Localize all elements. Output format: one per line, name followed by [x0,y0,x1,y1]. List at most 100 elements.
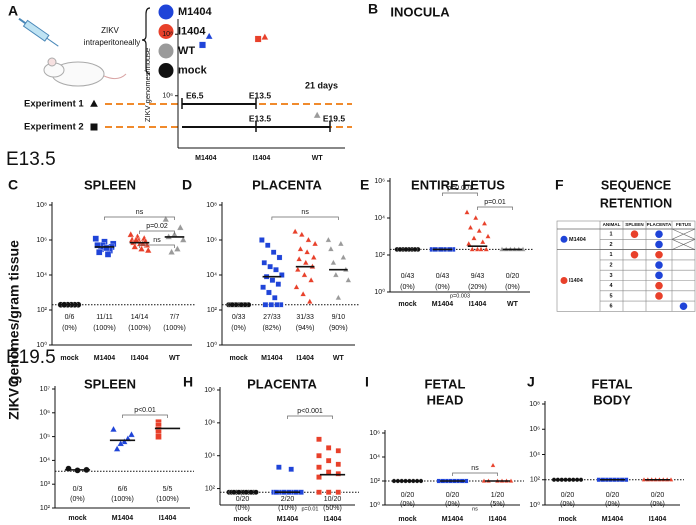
column-header: ANIMAL [603,222,621,227]
data-point [273,266,279,273]
stat-bracket [452,472,498,476]
data-point [176,223,184,231]
count-label: 7/7 [170,314,180,321]
data-point [305,236,312,243]
data-point [288,466,294,472]
event-label: E13.5 [249,90,271,100]
column-header: SPLEEN [625,222,644,227]
animal-id: 2 [609,263,612,269]
data-point [316,474,322,480]
retention-dot [655,292,663,300]
retention-dot [655,271,663,280]
legend-swatch [158,4,174,20]
y-tick-label: 10² [37,307,48,314]
count-label: (100%) [156,496,179,503]
data-point [260,284,266,290]
y-tick-label: 10⁰ [206,341,217,349]
panel-title: RETENTION [600,196,672,210]
count-label: 0/43 [401,273,415,280]
stat-bracket [477,206,513,210]
retention-dot [630,230,639,238]
count-label: 14/14 [131,314,149,321]
data-point [313,111,321,119]
event-label: E19.5 [323,113,345,123]
x-tick-label: WT [312,155,324,162]
data-point [113,445,121,452]
column-header: PLACENTA [647,222,672,227]
x-tick-label: M1404 [261,355,283,362]
count-label: 0/20 [506,273,520,280]
y-tick-label: 10² [40,505,51,512]
y-tick-label: 10² [205,485,216,492]
y-tick-label: 10² [530,477,541,484]
stat-bracket [139,230,175,234]
data-point [325,445,332,451]
experiment-marker [90,99,98,107]
data-point [276,254,283,261]
y-tick-label: 10⁶ [204,420,215,427]
x-tick-label: I1404 [469,301,487,308]
x-tick-label: mock [68,515,86,522]
experiment-marker [90,123,98,131]
data-point [337,240,344,247]
animal-id: 1 [609,232,612,238]
data-point [469,246,476,252]
panel-title: BODY [593,392,631,407]
count-label: 9/10 [332,314,346,321]
panel-title: ENTIRE FETUS [411,177,505,192]
stat-label: p=0.001 [447,185,473,192]
stat-label: ns [153,237,161,244]
x-tick-label: M1404 [112,515,134,522]
count-label: (0%) [560,501,575,508]
data-point [162,215,170,222]
data-point [325,489,332,495]
section-label: E13.5 [6,149,56,170]
x-tick-label: M1404 [195,155,217,162]
x-tick-label: I1404 [159,515,177,522]
data-point [275,281,282,287]
panel-title: SEQUENCE [601,178,671,192]
animal-id: 1 [609,252,612,258]
data-point [335,448,342,454]
legend-swatch [158,43,174,59]
animal-id: 4 [609,283,613,289]
y-tick-label: 10⁶ [369,430,380,437]
mouse-illustration [43,57,127,87]
panel-letter: D [182,177,192,193]
data-point [335,489,342,495]
panel-letter: I [365,374,369,390]
stat-bracket [287,415,333,419]
count-label: 0/6 [65,314,75,321]
retention-dot [655,281,663,290]
panel-title: SPLEEN [84,376,136,391]
route-label: intraperitoneally [84,38,140,47]
count-label: 0/20 [401,492,415,499]
x-tick-label: mock [558,516,576,523]
data-point [155,433,162,440]
data-point [94,242,101,249]
data-point [109,425,118,432]
y-tick-label: 10⁶ [206,237,217,244]
y-tick-label: 10⁴ [529,451,540,458]
data-point [127,430,136,438]
data-point [270,249,277,255]
count-label: (10%) [278,505,297,512]
panel-title: PLACENTA [252,177,322,192]
count-label: 0/43 [436,273,450,280]
panel-title: PLACENTA [247,376,317,391]
event-label: E13.5 [249,113,271,123]
y-tick-label: 10⁴ [374,215,385,222]
data-point [117,439,125,447]
data-point [479,238,486,245]
legend-swatch [158,24,174,39]
x-tick-label: I1404 [131,355,149,362]
panel-title: FETAL [425,376,466,391]
x-tick-label: M1404 [442,516,464,523]
data-point [65,465,72,472]
y-tick-label: 10⁶ [529,426,540,433]
count-label: (100%) [128,325,151,332]
group-swatch [560,277,568,284]
y-tick-label: 10⁰ [36,341,47,349]
data-point [474,246,481,252]
y-tick-label: 10⁴ [39,457,50,464]
